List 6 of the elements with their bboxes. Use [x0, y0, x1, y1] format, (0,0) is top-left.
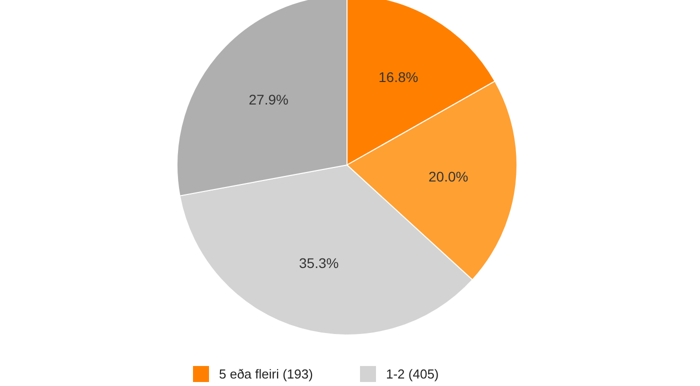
legend-label: 1-2 (405) — [386, 366, 439, 382]
data-label: 35.3% — [299, 254, 339, 271]
data-label: 16.8% — [378, 68, 418, 85]
data-label: 27.9% — [248, 92, 288, 108]
data-label: 20.0% — [428, 168, 468, 184]
legend-label: 5 eða fleiri (193) — [219, 366, 313, 382]
